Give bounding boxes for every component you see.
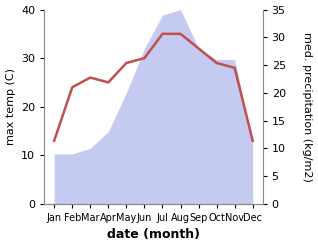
X-axis label: date (month): date (month) [107, 228, 200, 242]
Y-axis label: med. precipitation (kg/m2): med. precipitation (kg/m2) [302, 32, 313, 182]
Y-axis label: max temp (C): max temp (C) [5, 68, 16, 145]
